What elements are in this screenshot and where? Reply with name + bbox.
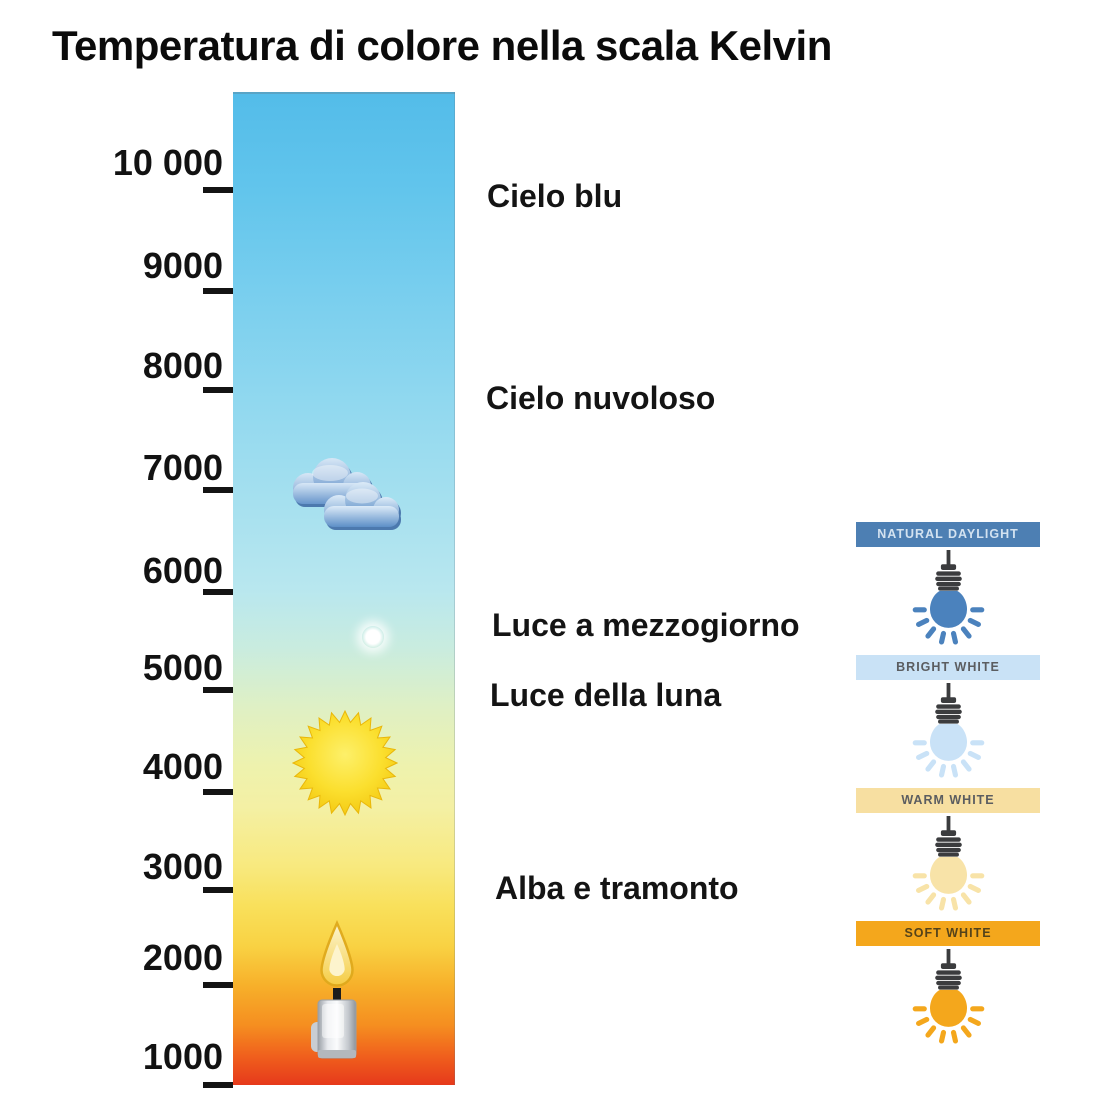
scale-tick — [203, 288, 233, 294]
scale-label-4000: 4000 — [142, 746, 223, 787]
scale-label-2000: 2000 — [142, 937, 223, 978]
scale-tick — [203, 387, 233, 393]
bulb-glass — [929, 856, 967, 894]
scale-tick — [203, 487, 233, 493]
bulb-socket — [934, 949, 962, 990]
scale-tick — [203, 1082, 233, 1088]
scale-tick — [203, 589, 233, 595]
hanging-lightbulb-icon — [912, 949, 984, 1044]
annotation-alba-tramonto: Alba e tramonto — [495, 870, 739, 906]
bulb-socket — [934, 683, 962, 724]
bulb-glass — [929, 723, 967, 761]
hanging-lightbulb-icon — [912, 683, 984, 778]
scale-tick — [203, 789, 233, 795]
panel-header: BRIGHT WHITE — [856, 655, 1040, 680]
panel-header: NATURAL DAYLIGHT — [856, 522, 1040, 547]
hanging-lightbulb-icon — [912, 816, 984, 911]
scale-label-6000: 6000 — [142, 550, 223, 591]
bulb-rays — [912, 740, 984, 778]
bulb-panel-natural-daylight: NATURAL DAYLIGHT — [856, 522, 1040, 650]
bulb-panel-soft-white: SOFT WHITE — [856, 921, 1040, 1049]
scale-label-5000: 5000 — [142, 647, 223, 688]
page-title: Temperatura di colore nella scala Kelvin — [52, 22, 832, 69]
annotation-cielo-blu: Cielo blu — [487, 178, 623, 214]
candle-flame-core — [329, 944, 345, 977]
scale-label-8000: 8000 — [142, 345, 223, 386]
scale-tick — [203, 982, 233, 988]
scale-label-7000: 7000 — [142, 447, 223, 488]
bulb-socket — [934, 550, 962, 591]
bulb-panel-bright-white: BRIGHT WHITE — [856, 655, 1040, 783]
scale-tick — [203, 187, 233, 193]
bulb-rays — [912, 873, 984, 911]
scale-tick — [203, 887, 233, 893]
panel-header: SOFT WHITE — [856, 921, 1040, 946]
scale-label-1000: 1000 — [142, 1036, 223, 1077]
scale-label-10000: 10 000 — [112, 142, 223, 183]
bulb-rays — [912, 1006, 984, 1044]
bulb-socket — [934, 816, 962, 857]
sun-icon — [292, 710, 398, 816]
annotation-luce-mezzogiorno: Luce a mezzogiorno — [492, 607, 800, 643]
scale-label-9000: 9000 — [142, 245, 223, 286]
kelvin-gradient-bar — [233, 92, 455, 1085]
annotation-cielo-nuvoloso: Cielo nuvoloso — [486, 380, 716, 416]
moon-glow-icon — [362, 626, 384, 648]
bulb-panel-warm-white: WARM WHITE — [856, 788, 1040, 916]
clouds-icon — [293, 458, 401, 530]
scale-tick — [203, 687, 233, 693]
bulb-glass — [929, 590, 967, 628]
scale-label-3000: 3000 — [142, 846, 223, 887]
panel-header: WARM WHITE — [856, 788, 1040, 813]
bulb-rays — [912, 607, 984, 645]
bulb-glass — [929, 989, 967, 1027]
candle-wick — [333, 988, 341, 1000]
annotation-luce-luna: Luce della luna — [490, 677, 722, 713]
candle-icon — [311, 919, 357, 1059]
hanging-lightbulb-icon — [912, 550, 984, 645]
